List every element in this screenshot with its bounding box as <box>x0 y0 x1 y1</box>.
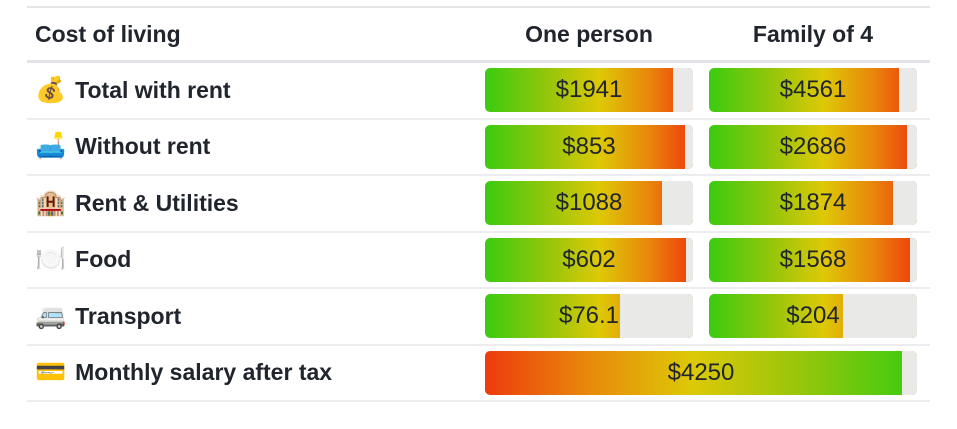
row-food: 🍽️ Food $602 $1568 <box>27 233 930 289</box>
bar-without-rent-one-person: $853 <box>485 124 693 169</box>
bar-value: $853 <box>562 132 616 160</box>
minibus-icon: 🚐 <box>35 301 67 330</box>
bar-food-family: $1568 <box>709 237 917 282</box>
row-monthly-salary: 💳 Monthly salary after tax $4250 <box>27 346 930 402</box>
bar-remainder <box>901 350 917 395</box>
row-label-cell: 🏨 Rent & Utilities <box>27 190 485 217</box>
bar-value: $1568 <box>779 245 847 273</box>
row-without-rent: 🛋️ Without rent $853 $2686 <box>27 120 930 176</box>
table-header-row: Cost of living One person Family of 4 <box>27 8 930 63</box>
row-label: Total with rent <box>75 76 231 103</box>
row-rent-utilities: 🏨 Rent & Utilities $1088 $1874 <box>27 176 930 233</box>
row-label: Food <box>75 246 132 273</box>
bar-food-one-person: $602 <box>485 237 693 282</box>
row-label: Rent & Utilities <box>75 189 239 216</box>
row-label: Monthly salary after tax <box>75 359 333 386</box>
bar-remainder <box>673 68 693 113</box>
credit-card-icon: 💳 <box>35 358 67 387</box>
row-transport: 🚐 Transport $76.1 $204 <box>27 289 930 346</box>
money-bag-icon: 💰 <box>35 75 67 104</box>
bar-remainder <box>893 181 917 226</box>
row-label-cell: 💰 Total with rent <box>27 77 485 104</box>
bar-value: $2686 <box>779 132 847 160</box>
bar-transport-family: $204 <box>709 294 917 339</box>
row-label: Without rent <box>75 133 211 160</box>
row-label: Transport <box>75 302 182 329</box>
bar-total-family: $4561 <box>709 68 917 113</box>
bar-remainder <box>843 294 917 339</box>
row-total-with-rent: 💰 Total with rent $1941 $4561 <box>27 63 930 120</box>
bar-remainder <box>909 237 917 282</box>
row-label-cell: 🍽️ Food <box>27 246 485 273</box>
bar-total-one-person: $1941 <box>485 68 693 113</box>
bar-value: $1874 <box>779 189 847 217</box>
bar-rent-one-person: $1088 <box>485 181 693 226</box>
bar-transport-one-person: $76.1 <box>485 294 693 339</box>
bar-remainder <box>620 294 693 339</box>
row-label-cell: 🚐 Transport <box>27 303 485 330</box>
fork-knife-plate-icon: 🍽️ <box>35 245 67 274</box>
bar-value: $4250 <box>667 358 735 386</box>
header-cost-of-living: Cost of living <box>35 20 181 47</box>
row-label-cell: 💳 Monthly salary after tax <box>27 359 485 386</box>
bar-value: $76.1 <box>558 302 620 330</box>
bar-rent-family: $1874 <box>709 181 917 226</box>
bar-without-rent-family: $2686 <box>709 124 917 169</box>
row-label-cell: 🛋️ Without rent <box>27 133 485 160</box>
bar-remainder <box>685 237 693 282</box>
bar-value: $4561 <box>779 76 847 104</box>
bar-monthly-salary: $4250 <box>485 350 917 395</box>
bar-value: $602 <box>562 245 616 273</box>
header-one-person: One person <box>525 20 653 47</box>
bar-value: $1941 <box>555 76 623 104</box>
bar-remainder <box>899 68 917 113</box>
header-family-of-4: Family of 4 <box>752 20 874 47</box>
building-icon: 🏨 <box>35 188 67 217</box>
bar-remainder <box>661 181 693 226</box>
couch-icon: 🛋️ <box>35 132 67 161</box>
bar-value: $1088 <box>555 189 623 217</box>
cost-of-living-table: Cost of living One person Family of 4 💰 … <box>27 6 930 402</box>
bar-remainder <box>906 124 917 169</box>
bar-value: $204 <box>786 302 840 330</box>
bar-remainder <box>684 124 693 169</box>
